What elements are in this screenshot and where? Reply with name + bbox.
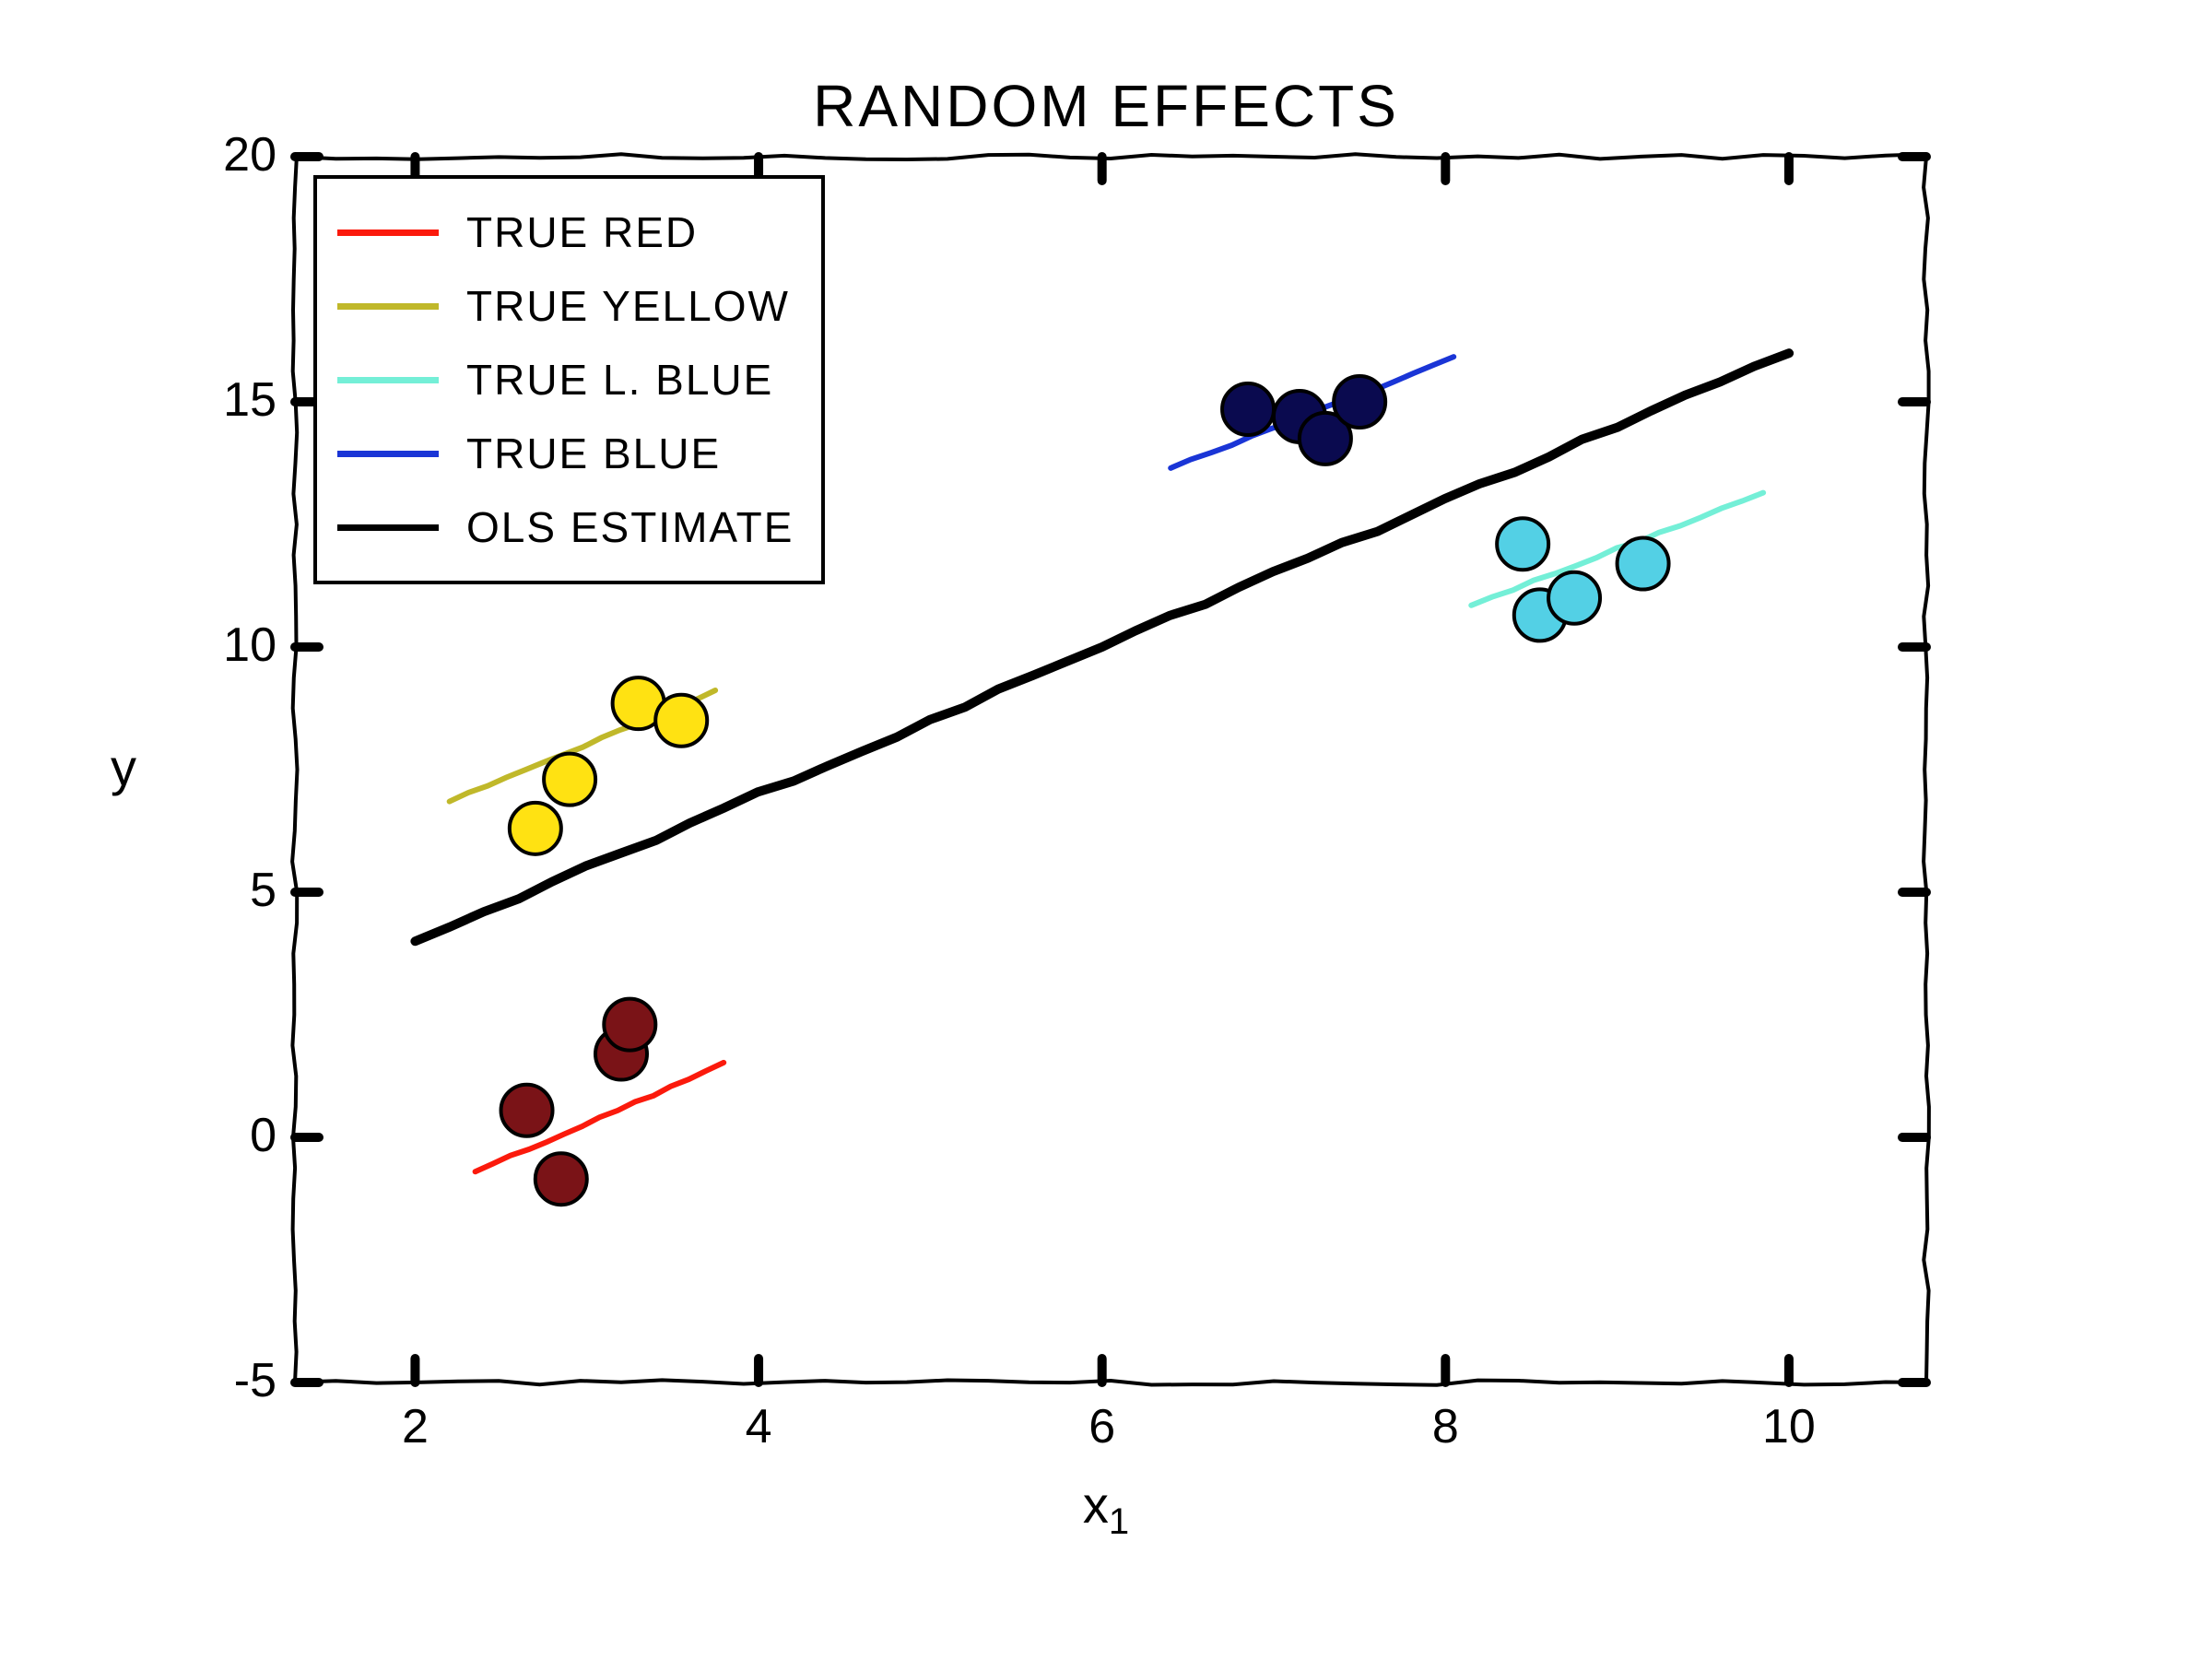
x-tick-label: 6 (1056, 1399, 1148, 1454)
marker-lblue (1618, 538, 1669, 590)
legend-item: TRUE YELLOW (337, 269, 794, 343)
legend-label: TRUE YELLOW (466, 281, 790, 331)
x-tick-label: 10 (1743, 1399, 1835, 1454)
legend-label: TRUE RED (466, 207, 698, 257)
y-tick-label: 0 (250, 1108, 276, 1163)
marker-yellow (655, 695, 707, 747)
legend-item: TRUE L. BLUE (337, 343, 794, 417)
marker-blue (1334, 376, 1385, 428)
marker-yellow (544, 754, 595, 806)
y-tick-label: 20 (223, 127, 276, 182)
x-axis-label-sub: 1 (1109, 1501, 1129, 1542)
marker-red (535, 1153, 587, 1205)
y-tick-label: 15 (223, 372, 276, 428)
marker-blue (1222, 383, 1274, 435)
marker-lblue (1497, 518, 1548, 570)
legend-item: OLS ESTIMATE (337, 490, 794, 564)
chart-title: RANDOM EFFECTS (0, 72, 2212, 140)
x-tick-label: 8 (1399, 1399, 1491, 1454)
y-axis-label: y (111, 737, 136, 797)
legend-swatch (337, 377, 439, 383)
legend-swatch (337, 303, 439, 310)
legend-label: TRUE BLUE (466, 429, 721, 478)
marker-red (604, 999, 655, 1051)
y-tick-label: 10 (223, 618, 276, 673)
y-tick-label: -5 (234, 1353, 276, 1408)
marker-lblue (1548, 572, 1600, 624)
marker-red (501, 1085, 553, 1136)
chart-container: RANDOM EFFECTS y x1 TRUE REDTRUE YELLOWT… (0, 0, 2212, 1659)
legend-item: TRUE BLUE (337, 417, 794, 490)
legend-swatch (337, 229, 439, 236)
x-axis-label-base: x (1083, 1476, 1109, 1534)
x-axis-label: x1 (0, 1475, 2212, 1543)
legend-swatch (337, 451, 439, 457)
legend-label: TRUE L. BLUE (466, 355, 773, 405)
marker-yellow (510, 803, 561, 854)
legend-swatch (337, 524, 439, 531)
legend-label: OLS ESTIMATE (466, 502, 794, 552)
x-tick-label: 2 (369, 1399, 461, 1454)
y-tick-label: 5 (250, 863, 276, 918)
x-tick-label: 4 (712, 1399, 805, 1454)
legend: TRUE RED TRUE YELLOW TRUE L. BLUE TRUE BLUE… (313, 175, 825, 584)
legend-item: TRUE RED (337, 195, 794, 269)
